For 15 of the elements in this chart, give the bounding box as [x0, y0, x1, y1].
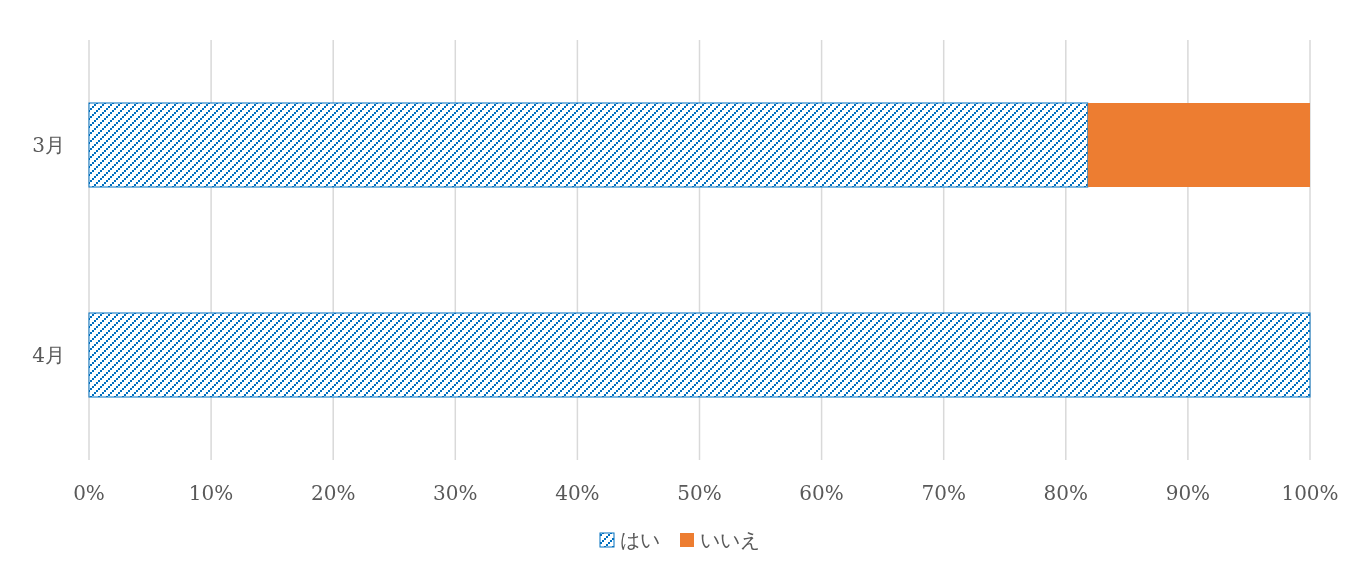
legend-label: はい: [620, 528, 660, 552]
x-tick-label: 10%: [188, 481, 234, 505]
x-tick-label: 90%: [1165, 481, 1211, 505]
legend-label: いいえ: [700, 528, 760, 552]
x-tick-label: 100%: [1281, 481, 1339, 505]
x-tick-label: 70%: [921, 481, 966, 505]
x-tick-label: 50%: [677, 481, 722, 505]
x-tick-label: 30%: [433, 481, 478, 505]
y-tick-label: 3月: [32, 133, 65, 157]
x-tick-label: 0%: [73, 481, 105, 505]
x-tick-label: 60%: [799, 481, 844, 505]
y-tick-label: 4月: [32, 343, 65, 367]
x-tick-label: 20%: [310, 481, 356, 505]
x-tick-label: 40%: [555, 481, 600, 505]
x-tick-label: 80%: [1043, 481, 1089, 505]
